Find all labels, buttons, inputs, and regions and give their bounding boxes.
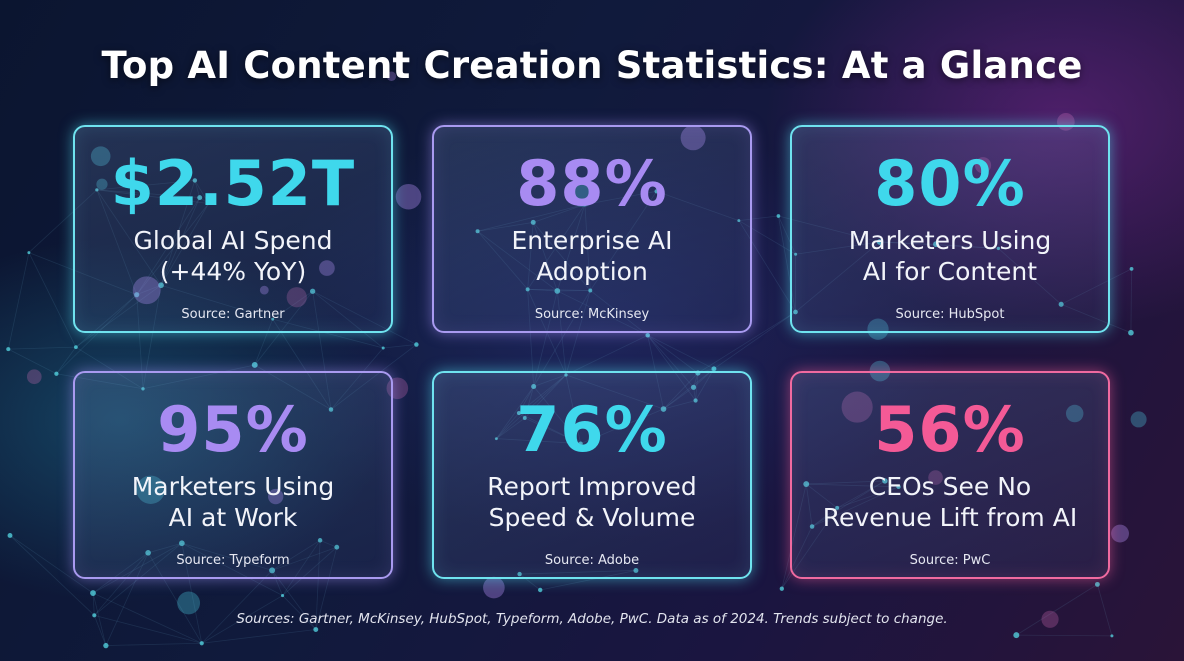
- stat-source: Source: Gartner: [181, 307, 285, 322]
- stat-label: Marketers Using AI for Content: [802, 225, 1098, 287]
- stat-source: Source: HubSpot: [895, 307, 1005, 322]
- stat-value: 80%: [874, 147, 1026, 220]
- stat-label-line: Marketers Using: [131, 472, 335, 501]
- stat-label: Marketers Using AI at Work: [85, 471, 381, 533]
- stat-label-line: AI for Content: [862, 257, 1038, 286]
- stat-value: 88%: [516, 147, 668, 220]
- stat-label: Enterprise AI Adoption: [444, 225, 740, 287]
- stat-label: CEOs See No Revenue Lift from AI: [802, 471, 1098, 533]
- stat-label-line: (+44% YoY): [159, 257, 307, 286]
- stat-label-line: AI at Work: [168, 503, 298, 532]
- stat-value: 76%: [516, 393, 668, 466]
- stat-label-line: CEOs See No: [868, 472, 1032, 501]
- stat-label-line: Global AI Spend: [133, 226, 333, 255]
- footer-sources-note: Sources: Gartner, McKinsey, HubSpot, Typ…: [236, 611, 948, 627]
- stat-source: Source: Typeform: [176, 553, 290, 568]
- stat-label-line: Enterprise AI: [511, 226, 673, 255]
- stat-label-line: Marketers Using: [848, 226, 1052, 255]
- stat-card-ceo-revenue-lift: 56% CEOs See No Revenue Lift from AI Sou…: [790, 371, 1110, 579]
- stat-label-line: Report Improved: [487, 472, 697, 501]
- stat-label-line: Speed & Volume: [488, 503, 696, 532]
- stat-card-speed-volume: 76% Report Improved Speed & Volume Sourc…: [432, 371, 752, 579]
- stat-label-line: Revenue Lift from AI: [822, 503, 1078, 532]
- stat-card-global-ai-spend: $2.52T Global AI Spend (+44% YoY) Source…: [73, 125, 393, 333]
- stat-label: Report Improved Speed & Volume: [444, 471, 740, 533]
- stat-value: $2.52T: [110, 147, 356, 220]
- stat-card-marketers-ai-content: 80% Marketers Using AI for Content Sourc…: [790, 125, 1110, 333]
- stat-label: Global AI Spend (+44% YoY): [85, 225, 381, 287]
- stat-source: Source: PwC: [909, 553, 991, 568]
- stat-value: 56%: [874, 393, 1026, 466]
- stat-value: 95%: [157, 393, 309, 466]
- stat-source: Source: McKinsey: [534, 307, 650, 322]
- page-title: Top AI Content Creation Statistics: At a…: [101, 44, 1083, 87]
- stat-source: Source: Adobe: [544, 553, 640, 568]
- stat-card-marketers-ai-work: 95% Marketers Using AI at Work Source: T…: [73, 371, 393, 579]
- stat-card-enterprise-ai-adoption: 88% Enterprise AI Adoption Source: McKin…: [432, 125, 752, 333]
- stat-label-line: Adoption: [536, 257, 648, 286]
